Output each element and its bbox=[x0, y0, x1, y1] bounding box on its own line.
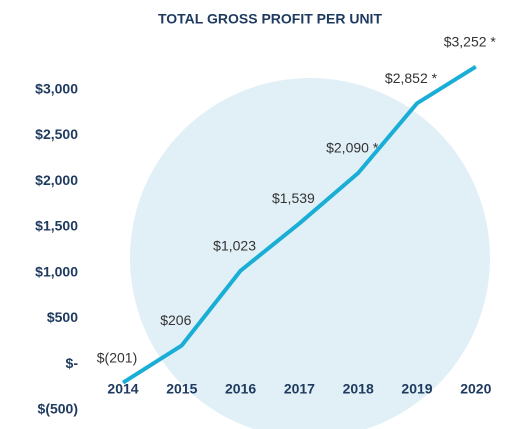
x-tick-label: 2014 bbox=[107, 381, 138, 397]
y-tick-label: $- bbox=[66, 355, 79, 371]
y-tick-label: $2,500 bbox=[35, 126, 78, 142]
value-label: $(201) bbox=[97, 349, 137, 365]
value-label: $1,539 bbox=[272, 190, 315, 206]
y-tick-label: $500 bbox=[47, 309, 78, 325]
y-tick-label: $1,000 bbox=[35, 263, 78, 279]
x-tick-label: 2018 bbox=[343, 381, 374, 397]
y-tick-label: $3,000 bbox=[35, 80, 78, 96]
y-tick-label: $(500) bbox=[38, 401, 78, 417]
x-tick-label: 2019 bbox=[401, 381, 432, 397]
x-tick-label: 2017 bbox=[284, 381, 315, 397]
value-label: $206 bbox=[160, 312, 191, 328]
value-label: $2,852 * bbox=[385, 70, 438, 86]
y-tick-label: $2,000 bbox=[35, 172, 78, 188]
y-tick-label: $1,500 bbox=[35, 218, 78, 234]
value-label: $2,090 * bbox=[326, 140, 379, 156]
background-circle bbox=[130, 78, 490, 429]
value-label: $1,023 bbox=[213, 237, 256, 253]
x-tick-label: 2020 bbox=[460, 381, 491, 397]
x-tick-label: 2016 bbox=[225, 381, 256, 397]
chart-title: TOTAL GROSS PROFIT PER UNIT bbox=[158, 11, 382, 27]
value-label: $3,252 * bbox=[444, 33, 497, 49]
x-tick-label: 2015 bbox=[166, 381, 197, 397]
data-line bbox=[121, 64, 477, 385]
